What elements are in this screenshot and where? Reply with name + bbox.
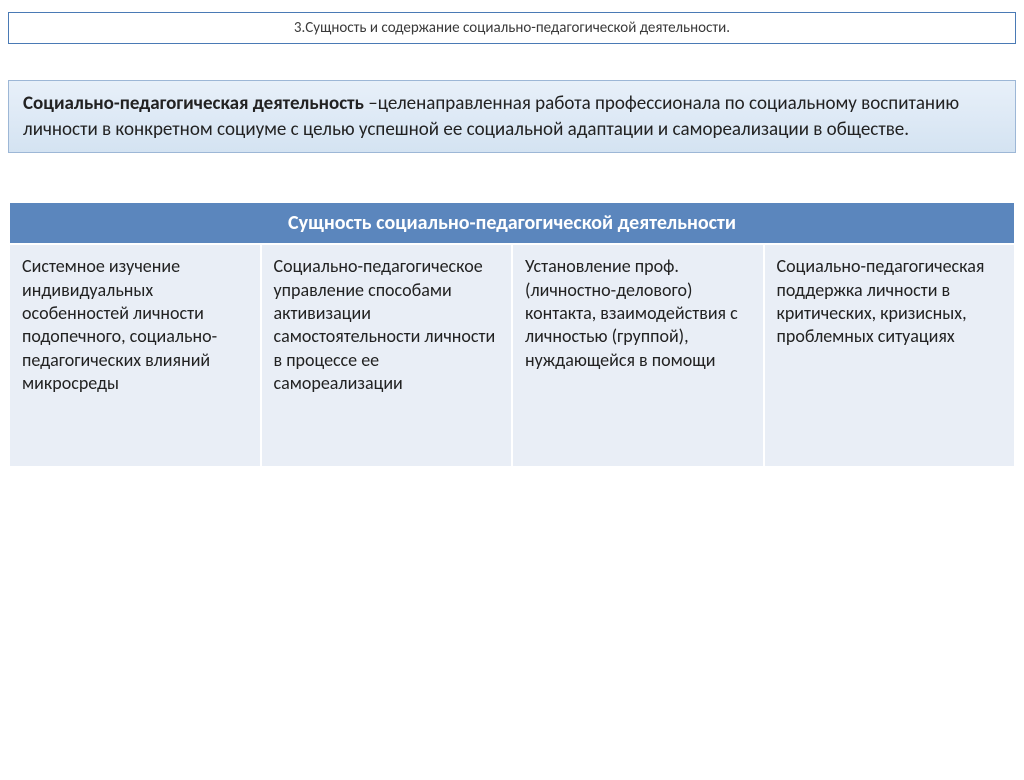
- essence-cell-4: Социально-педагогическая поддержка лично…: [764, 244, 1016, 466]
- essence-cell-3: Установление проф. (личностно-делового) …: [512, 244, 764, 466]
- essence-table: Сущность социально-педагогической деятел…: [8, 201, 1016, 467]
- essence-cell-1: Системное изучение индивидуальных особен…: [9, 244, 261, 466]
- slide-title-text: 3.Сущность и содержание социально-педаго…: [294, 19, 730, 37]
- essence-cell-2: Социально-педагогическое управление спос…: [261, 244, 513, 466]
- essence-table-header: Сущность социально-педагогической деятел…: [9, 202, 1015, 244]
- definition-term: Социально-педагогическая деятельность: [23, 92, 364, 115]
- definition-box: Социально-педагогическая деятельность –ц…: [8, 80, 1016, 153]
- table-row: Системное изучение индивидуальных особен…: [9, 244, 1015, 466]
- slide-title-box: 3.Сущность и содержание социально-педаго…: [8, 12, 1016, 44]
